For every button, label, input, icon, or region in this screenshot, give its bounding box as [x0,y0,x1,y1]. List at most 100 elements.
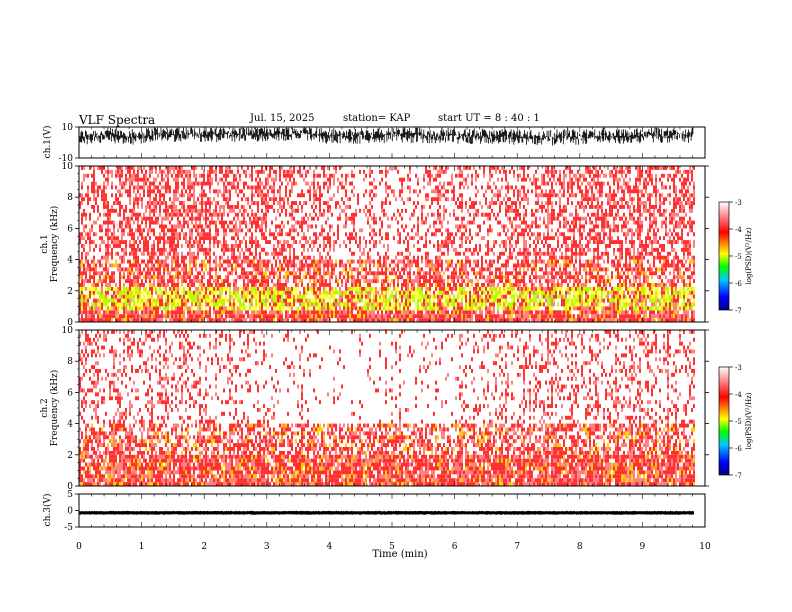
s1-column [397,169,399,322]
spectrogram-cell [89,232,91,237]
spectrogram-cell [205,263,207,268]
spectrogram-cell [307,181,309,186]
spectrogram-cell [215,201,217,205]
spectrogram-cell [181,251,183,256]
spectrogram-cell [283,255,285,260]
spectrogram-cell [485,306,487,311]
spectrogram-cell [293,208,295,213]
spectrogram-cell [105,212,107,217]
spectrogram-cell [359,240,361,244]
spectrogram-cell [329,244,331,248]
spectrogram-cell [363,177,365,182]
s1-column [125,166,127,322]
spectrogram-cell [207,181,209,186]
spectrogram-cell [431,189,433,194]
spectrogram-cell [337,298,339,303]
spectrogram-cell [193,259,195,264]
spectrogram-cell [405,224,407,229]
spectrogram-cell [165,314,167,319]
spectrogram-cell [239,255,241,260]
spectrogram-cell [431,173,433,178]
spectrogram-cell [405,290,407,295]
spectrogram-cell [225,185,227,190]
spectrogram-cell [447,314,449,319]
spectrogram-cell [261,271,263,276]
spectrogram-cell [209,201,211,205]
spectrogram-cell [363,208,365,213]
spectrogram-cell [305,255,307,260]
spectrogram-cell [185,267,187,272]
spectrogram-cell [439,314,441,319]
spectrogram-cell [423,318,425,322]
spectrogram-cell [129,244,131,248]
spectrogram-cell [275,310,277,315]
spectrogram-cell [93,286,95,291]
spectrogram-cell [167,314,169,319]
spectrogram-cell [83,318,85,322]
spectrogram-cell [139,232,141,237]
spectrogram-cell [197,318,199,322]
spectrogram-cell [385,314,387,319]
spectrogram-cell [387,247,389,252]
spectrogram-cell [299,259,301,264]
spectrogram-cell [251,263,253,268]
spectrogram-cell [177,306,179,311]
spectrogram-cell [307,314,309,319]
spectrogram-cell [225,247,227,252]
spectrogram-cell [241,267,243,272]
spectrogram-cell [173,255,175,260]
spectrogram-cell [305,236,307,241]
spectrogram-cell [97,166,99,170]
spectrogram-cell [341,263,343,268]
spectrogram-cell [325,181,327,186]
spectrogram-cell [203,294,205,299]
spectrogram-cell [105,294,107,299]
spectrogram-cell [123,208,125,213]
spectrogram-cell [93,255,95,260]
s1-column [283,169,285,322]
spectrogram-cell [237,193,239,198]
spectrogram-cell [115,314,117,319]
spectrogram-cell [303,306,305,311]
spectrogram-cell [187,173,189,178]
spectrogram-cell [415,286,417,291]
spectrogram-cell [481,185,483,190]
spectrogram-cell [207,236,209,241]
spectrogram-cell [139,294,141,299]
spectrogram-cell [265,205,267,209]
spectrogram-cell [221,314,223,319]
spectrogram-cell [377,310,379,315]
spectrogram-cell [387,224,389,229]
spectrogram-cell [381,263,383,268]
spectrogram-cell [245,224,247,229]
spectrogram-cell [237,169,239,174]
spectrogram-cell [125,302,127,307]
spectrogram-cell [113,224,115,229]
spectrogram-cell [255,189,257,194]
spectrogram-cell [185,169,187,174]
spectrogram-cell [369,314,371,319]
spectrogram-cell [165,283,167,287]
spectrogram-cell [273,275,275,280]
spectrogram-cell [265,275,267,280]
spectrogram-cell [167,236,169,241]
spectrogram-cell [255,220,257,225]
spectrogram-cell [329,228,331,233]
spectrogram-cell [155,290,157,295]
spectrogram-cell [335,240,337,244]
spectrogram-cell [179,263,181,268]
spectrogram-cell [439,244,441,248]
spectrogram-cell [387,216,389,221]
spectrogram-cell [429,177,431,182]
spectrogram-cell [203,275,205,280]
spectrogram-cell [325,294,327,299]
spectrogram-cell [131,306,133,311]
spectrogram-cell [123,314,125,319]
s1-column [233,173,235,322]
spectrogram-cell [123,240,125,244]
spectrogram-cell [297,205,299,209]
spectrogram-cell [399,310,401,315]
spectrogram-cell [221,306,223,311]
spectrogram-cell [405,247,407,252]
spectrogram-cell [101,166,103,170]
